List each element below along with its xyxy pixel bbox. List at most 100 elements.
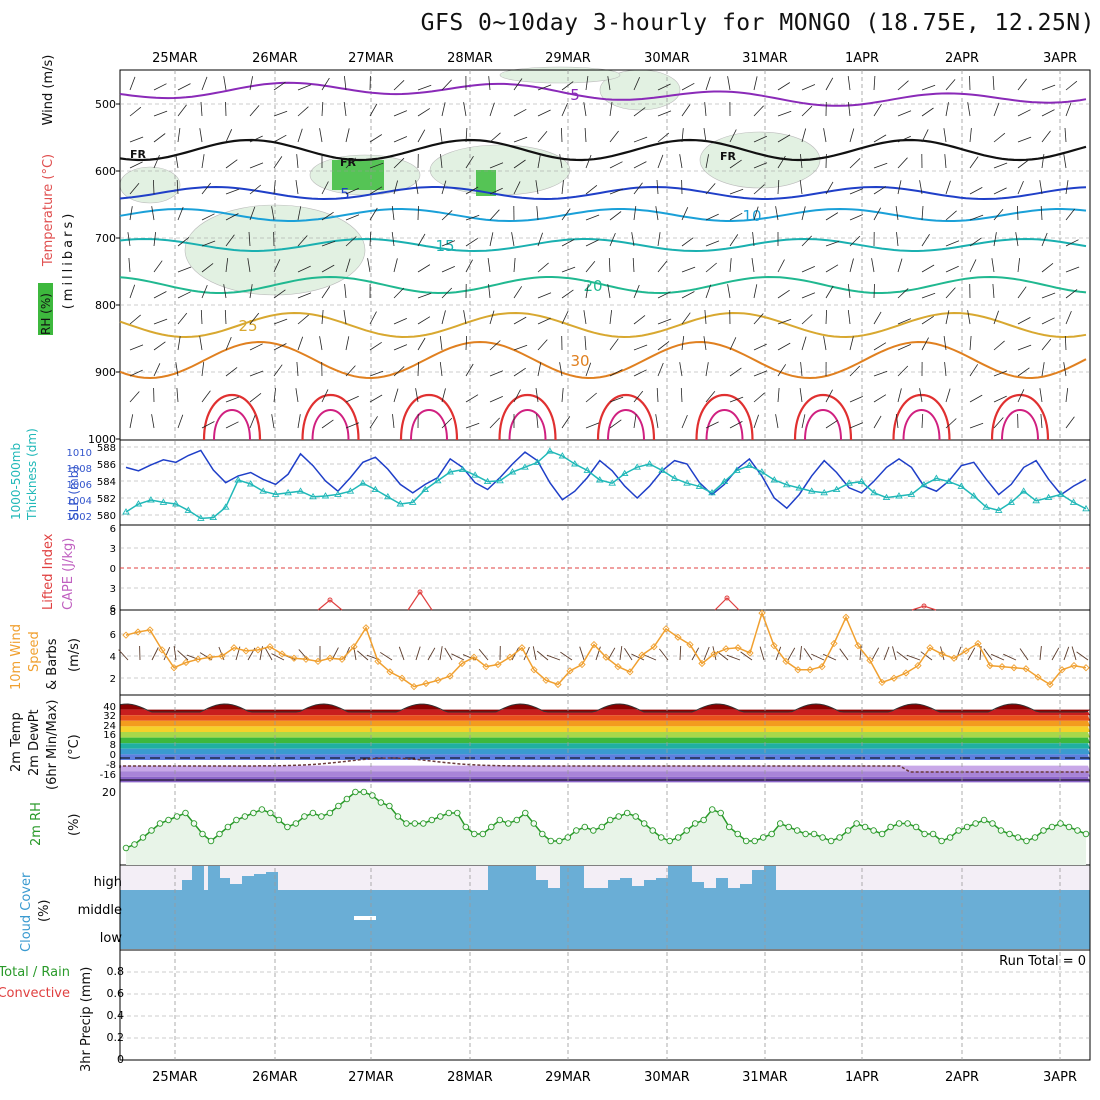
slp-point-56 xyxy=(820,488,828,496)
upper-wind-barb-545 xyxy=(1040,413,1043,429)
upper-wind-barb-286 xyxy=(609,232,616,247)
upper-wind-barb-74 xyxy=(249,184,262,195)
upper-wind-barb-423 xyxy=(849,158,861,169)
wind-unit: (m/s) xyxy=(67,638,82,672)
wind-speed-point-45 xyxy=(662,625,670,633)
upper-wind-barb-42 xyxy=(201,76,208,91)
precip-label-3: 3hr Precip (mm) xyxy=(79,967,94,1072)
wind-speed-point-21 xyxy=(374,657,382,666)
warm-arch-8 xyxy=(990,393,1050,441)
rh2m-point-34 xyxy=(411,820,419,827)
slp-point-30 xyxy=(496,476,504,484)
upper-wind-barb-357 xyxy=(729,258,732,273)
wind-speed-point-43 xyxy=(638,651,646,659)
upper-wind-barb-75 xyxy=(249,206,256,221)
upper-wind-barb-327 xyxy=(681,207,689,221)
upper-wind-barb-281 xyxy=(609,102,613,117)
upper-wind-barb-25 xyxy=(153,363,161,377)
rh2m-point-73 xyxy=(742,837,750,845)
upper-wind-barb-39 xyxy=(175,362,179,377)
upper-wind-barb-125 xyxy=(321,419,334,429)
upper-wind-barb-182 xyxy=(441,79,452,91)
cloud-high-bar-24 xyxy=(668,866,680,890)
rh2m-point-61 xyxy=(640,820,648,827)
sfc-wind-barb-625 xyxy=(896,651,909,661)
upper-wind-barb-130 xyxy=(345,187,359,195)
upper-wind-barb-36 xyxy=(177,291,191,299)
upper-wind-barb-434 xyxy=(873,75,876,91)
temperature-contours: 5 5 10 15 20 25 30 FR FR FR xyxy=(119,81,1087,441)
wind-speed-point-39 xyxy=(590,640,598,649)
upper-wind-barb-24 xyxy=(153,341,166,351)
upper-wind-barb-3 xyxy=(129,161,143,169)
upper-wind-barb-373 xyxy=(753,313,764,325)
upper-wind-barb-310 xyxy=(657,132,670,143)
upper-wind-barb-129 xyxy=(345,157,356,169)
wind-speed-point-13 xyxy=(278,650,286,658)
slp-point-70 xyxy=(994,506,1003,513)
upper-wind-barb-386 xyxy=(777,289,790,299)
upper-wind-barb-253 xyxy=(561,103,568,117)
temp-tick-8: 8 xyxy=(110,740,116,751)
pressure-tick-800: 800 xyxy=(95,299,116,312)
sfc-wind-barb-586 xyxy=(439,646,443,661)
upper-wind-barb-349 xyxy=(705,421,719,429)
upper-wind-barb-31 xyxy=(175,154,179,169)
slp-point-40 xyxy=(620,469,629,477)
slp-point-47 xyxy=(708,488,716,496)
slp-point-24 xyxy=(421,485,430,493)
upper-wind-barb-82 xyxy=(249,392,262,403)
upper-wind-barb-70 xyxy=(249,76,253,91)
upper-wind-barb-226 xyxy=(513,136,528,143)
upper-wind-barb-150 xyxy=(369,341,382,351)
rh2m-point-44 xyxy=(496,816,504,824)
upper-wind-barb-506 xyxy=(993,132,1006,143)
top-date-label-8: 2APR xyxy=(945,51,979,66)
upper-wind-barb-323 xyxy=(681,104,691,117)
li-tick-2: 3 xyxy=(110,544,116,555)
thickness-tick-584: 584 xyxy=(97,477,116,488)
upper-wind-barb-151 xyxy=(369,370,384,377)
upper-wind-barb-37 xyxy=(177,312,188,325)
top-date-label-0: 25MAR xyxy=(152,51,198,66)
upper-wind-barb-189 xyxy=(441,266,455,273)
upper-wind-barb-136 xyxy=(345,336,350,351)
rh2m-point-43 xyxy=(488,823,495,831)
upper-wind-barb-27 xyxy=(151,414,155,429)
rh2m-point-64 xyxy=(666,837,673,845)
temp-band-4 xyxy=(120,726,1090,732)
slp-point-41 xyxy=(633,463,641,470)
upper-wind-barb-118 xyxy=(321,240,336,247)
sfc-wind-barb-639 xyxy=(1071,646,1077,661)
rh2m-point-113 xyxy=(1082,830,1090,838)
wind-speed-point-67 xyxy=(926,644,934,652)
upper-wind-barb-456 xyxy=(897,288,909,299)
wind-speed-point-26 xyxy=(434,676,442,684)
upper-wind-barb-109 xyxy=(296,361,299,377)
wind-speed-point-69 xyxy=(950,654,958,662)
upper-wind-barb-186 xyxy=(441,180,447,195)
rh2m-point-15 xyxy=(250,809,257,817)
upper-wind-barb-4 xyxy=(129,182,140,195)
upper-wind-barb-213 xyxy=(489,162,504,169)
slp-point-29 xyxy=(483,477,492,485)
upper-wind-barb-63 xyxy=(225,258,229,273)
rh2m-point-37 xyxy=(437,813,444,820)
upper-wind-barb-21 xyxy=(153,260,163,273)
slp-point-31 xyxy=(508,468,517,475)
upper-wind-barb-298 xyxy=(633,182,643,195)
upper-wind-barb-536 xyxy=(1039,180,1043,195)
sfc-wind-barb-588 xyxy=(451,653,465,661)
upper-wind-barb-206 xyxy=(465,335,467,351)
slp-point-45 xyxy=(683,479,691,486)
rh-shade-6 xyxy=(499,66,621,84)
rh2m-point-50 xyxy=(547,837,555,845)
upper-wind-barb-244 xyxy=(537,232,543,247)
upper-wind-barb-491 xyxy=(967,102,971,117)
upper-wind-barb-450 xyxy=(897,135,911,143)
sfc-wind-barb-638 xyxy=(1063,646,1070,661)
upper-wind-barb-258 xyxy=(561,239,575,247)
wind-speed-point-66 xyxy=(914,661,922,670)
upper-wind-barb-285 xyxy=(609,211,622,221)
upper-wind-barb-522 xyxy=(1017,180,1024,195)
